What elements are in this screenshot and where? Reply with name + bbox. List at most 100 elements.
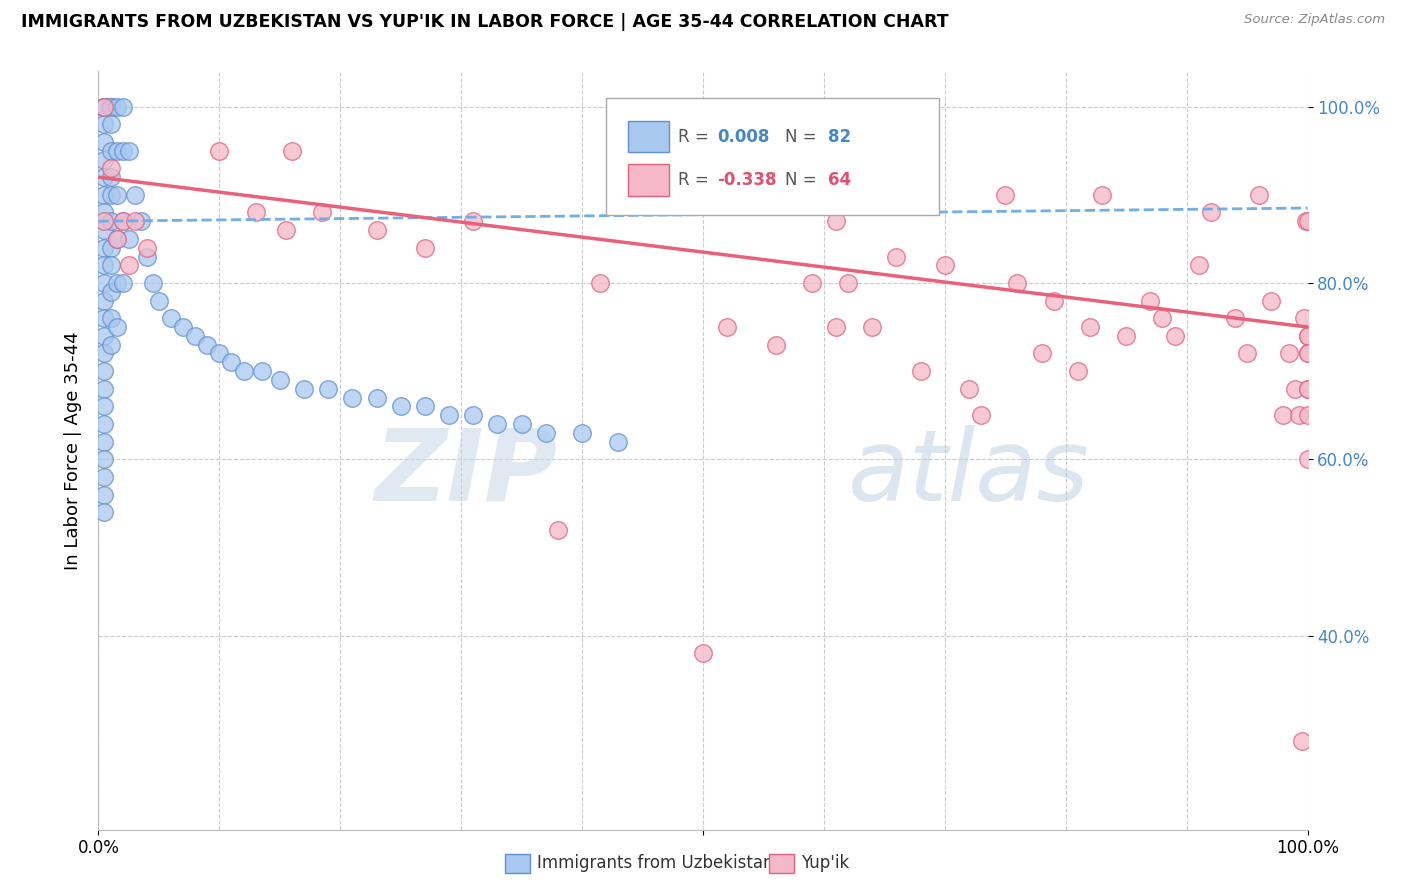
Point xyxy=(463,408,485,422)
Point xyxy=(135,241,157,255)
Point xyxy=(100,100,122,114)
Point xyxy=(93,100,115,114)
Text: ZIP: ZIP xyxy=(375,425,558,522)
Point xyxy=(1296,329,1319,343)
Point xyxy=(366,391,388,405)
Point xyxy=(274,223,297,237)
Point xyxy=(124,187,146,202)
Point xyxy=(111,214,134,228)
Point xyxy=(1296,452,1319,467)
Text: Source: ZipAtlas.com: Source: ZipAtlas.com xyxy=(1244,13,1385,27)
Point xyxy=(1296,346,1319,360)
Point xyxy=(1067,364,1090,378)
Point xyxy=(100,170,122,185)
Text: atlas: atlas xyxy=(848,425,1090,522)
Point xyxy=(93,117,115,131)
Point xyxy=(93,170,115,185)
Point xyxy=(1031,346,1053,360)
Point xyxy=(1288,408,1310,422)
Point xyxy=(1272,408,1295,422)
Point xyxy=(413,241,436,255)
Point xyxy=(100,144,122,158)
Point xyxy=(589,276,612,290)
FancyBboxPatch shape xyxy=(628,120,669,153)
Text: -0.338: -0.338 xyxy=(717,170,778,189)
Point xyxy=(910,364,932,378)
Point xyxy=(93,346,115,360)
Point xyxy=(118,258,141,272)
Point xyxy=(1260,293,1282,308)
Point xyxy=(93,329,115,343)
Point xyxy=(886,250,908,264)
Point xyxy=(111,276,134,290)
Point xyxy=(281,144,304,158)
Point xyxy=(547,523,569,537)
Point xyxy=(105,100,128,114)
Point xyxy=(93,100,115,114)
Point xyxy=(1296,382,1319,396)
Point xyxy=(245,205,267,219)
Point xyxy=(100,214,122,228)
Point xyxy=(100,100,122,114)
Text: 64: 64 xyxy=(828,170,851,189)
Point xyxy=(93,293,115,308)
Point xyxy=(1249,187,1271,202)
Point xyxy=(93,364,115,378)
Point xyxy=(195,337,218,351)
Point xyxy=(111,100,134,114)
Point xyxy=(486,417,509,431)
Point xyxy=(93,100,115,114)
Point xyxy=(148,293,170,308)
Point xyxy=(93,241,115,255)
Point xyxy=(1278,346,1301,360)
Point xyxy=(1296,346,1319,360)
Point xyxy=(208,144,231,158)
Point xyxy=(1163,329,1185,343)
Point xyxy=(93,214,115,228)
Point xyxy=(463,214,485,228)
Point xyxy=(221,355,243,369)
Point xyxy=(93,100,115,114)
Point xyxy=(93,417,115,431)
Point xyxy=(1236,346,1258,360)
Point xyxy=(93,205,115,219)
Point xyxy=(100,100,122,114)
Point xyxy=(1199,205,1222,219)
Point xyxy=(1152,311,1174,326)
Point xyxy=(129,214,152,228)
Point xyxy=(142,276,165,290)
Point xyxy=(93,100,115,114)
Text: IMMIGRANTS FROM UZBEKISTAN VS YUP'IK IN LABOR FORCE | AGE 35-44 CORRELATION CHAR: IMMIGRANTS FROM UZBEKISTAN VS YUP'IK IN … xyxy=(21,13,949,31)
Text: R =: R = xyxy=(678,128,709,145)
Point xyxy=(93,382,115,396)
Point xyxy=(93,187,115,202)
Point xyxy=(1223,311,1246,326)
Point xyxy=(100,285,122,299)
Point xyxy=(1292,311,1315,326)
Point xyxy=(105,320,128,334)
Point xyxy=(571,425,593,440)
Point xyxy=(534,425,557,440)
Point xyxy=(860,320,883,334)
Point xyxy=(437,408,460,422)
Point xyxy=(135,250,157,264)
Point xyxy=(93,153,115,167)
Text: R =: R = xyxy=(678,170,709,189)
Point xyxy=(970,408,993,422)
Point xyxy=(1291,734,1313,748)
Point xyxy=(1296,382,1319,396)
Point xyxy=(105,276,128,290)
Point xyxy=(825,320,848,334)
Point xyxy=(692,646,714,660)
Point xyxy=(93,505,115,519)
Point xyxy=(1296,408,1319,422)
Point xyxy=(100,161,122,176)
FancyBboxPatch shape xyxy=(606,98,939,216)
Point xyxy=(607,434,630,449)
Point xyxy=(1188,258,1211,272)
Point xyxy=(93,452,115,467)
Point xyxy=(269,373,291,387)
Point xyxy=(93,135,115,149)
Point xyxy=(957,382,980,396)
Point xyxy=(160,311,183,326)
